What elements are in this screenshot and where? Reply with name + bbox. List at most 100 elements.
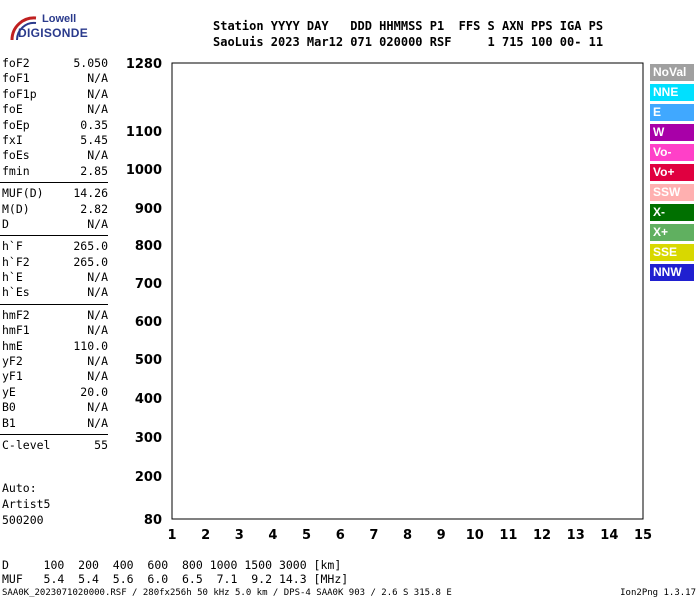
param-row: yF1 N/A <box>0 369 112 384</box>
station-header: Station YYYY DAY DDD HHMMSS P1 FFS S AXN… <box>213 18 603 50</box>
x-tick-label: 9 <box>437 528 446 543</box>
header-line-1: Station YYYY DAY DDD HHMMSS P1 FFS S AXN… <box>213 19 604 33</box>
param-value: 5.050 <box>73 56 108 70</box>
x-tick-label: 5 <box>302 528 311 543</box>
y-tick-label: 600 <box>135 315 162 330</box>
param-key: h`F2 <box>2 254 30 269</box>
param-key: foF2 <box>2 56 30 70</box>
param-row: foEp 0.35 <box>0 118 112 133</box>
param-value: N/A <box>87 400 108 415</box>
param-key: foEp <box>2 117 30 132</box>
param-value: 20.0 <box>80 384 108 399</box>
param-value: 5.45 <box>80 132 108 147</box>
param-row: h`Es N/A <box>0 285 112 300</box>
param-separator <box>0 232 108 237</box>
param-row: M(D) 2.82 <box>0 202 112 217</box>
param-row: B0 N/A <box>0 400 112 415</box>
param-value: N/A <box>87 323 108 338</box>
y-tick-label: 1280 <box>126 57 162 72</box>
x-tick-label: 2 <box>201 528 210 543</box>
param-value: 110.0 <box>73 338 108 353</box>
param-key: foEs <box>2 148 30 163</box>
x-tick-label: 3 <box>235 528 244 543</box>
y-tick-label: 500 <box>135 353 162 368</box>
muf-row: MUF 5.4 5.4 5.6 6.0 6.5 7.1 9.2 14.3 [MH… <box>2 572 349 586</box>
x-tick-label: 13 <box>567 528 585 543</box>
distance-row: D 100 200 400 600 800 1000 1500 3000 [km… <box>2 558 342 572</box>
logo-arc-icon <box>10 16 37 41</box>
param-row: yF2 N/A <box>0 354 112 369</box>
y-tick-label: 800 <box>135 239 162 254</box>
param-value: N/A <box>87 148 108 163</box>
legend-item: X- <box>650 204 694 221</box>
x-tick-label: 14 <box>600 528 618 543</box>
x-tick-label: 7 <box>369 528 378 543</box>
param-row: MUF(D) 14.26 <box>0 186 112 201</box>
x-tick-label: 10 <box>466 528 484 543</box>
param-row: yE 20.0 <box>0 385 112 400</box>
param-row: h`E N/A <box>0 270 112 285</box>
param-key: C-level <box>2 437 51 452</box>
param-key: MUF(D) <box>2 186 44 201</box>
legend-item: E <box>650 104 694 121</box>
param-key: hmF2 <box>2 307 30 322</box>
param-row: foF1p N/A <box>0 87 112 102</box>
param-row: h`F 265.0 <box>0 239 112 254</box>
legend-item: W <box>650 124 694 141</box>
param-row: foF2 5.050 <box>0 56 112 71</box>
param-value: N/A <box>87 102 108 117</box>
x-tick-label: 8 <box>403 528 412 543</box>
x-tick-label: 1 <box>167 528 176 543</box>
y-tick-label: 80 <box>144 513 162 528</box>
param-value: N/A <box>87 86 108 101</box>
legend-item: SSE <box>650 244 694 261</box>
param-key: h`F <box>2 239 23 254</box>
legend-item: SSW <box>650 184 694 201</box>
param-value: 55 <box>94 437 108 452</box>
param-row: hmF1 N/A <box>0 323 112 338</box>
param-row: hmE 110.0 <box>0 339 112 354</box>
param-key: foF1 <box>2 71 30 86</box>
x-tick-label: 6 <box>336 528 345 543</box>
param-separator <box>0 301 108 305</box>
param-row: B1 N/A <box>0 416 112 431</box>
legend-item: Vo+ <box>650 164 694 181</box>
distance-muf-table: D 100 200 400 600 800 1000 1500 3000 [km… <box>2 558 348 586</box>
logo-line2: DIGISONDE <box>18 26 89 40</box>
x-tick-label: 11 <box>499 528 517 543</box>
y-tick-label: 700 <box>135 277 162 292</box>
chart-axes: 1 2 3 4 5 6 7 8 9 10 11 12 13 14 158020030040050060070… <box>126 57 652 543</box>
param-row: hmF2 N/A <box>0 308 112 323</box>
param-value: 265.0 <box>73 239 108 254</box>
param-row: C-level 55 <box>0 438 112 453</box>
param-value: N/A <box>87 270 108 285</box>
param-value: 265.0 <box>73 254 108 269</box>
param-value: N/A <box>87 415 108 430</box>
param-value: N/A <box>87 285 108 300</box>
x-tick-label: 12 <box>533 528 551 543</box>
param-separator <box>0 431 108 435</box>
param-row: foF1 N/A <box>0 71 112 86</box>
polarization-legend: NoVal NNE E W Vo- Vo+ SSW X- X+ SSE NNW <box>650 64 694 284</box>
digisonde-logo: Lowell DIGISONDE <box>4 6 104 48</box>
file-info-footer: SAA0K_2023071020000.RSF / 280fx256h 50 k… <box>2 588 452 598</box>
plot-frame <box>171 62 644 520</box>
logo-line1: Lowell <box>42 13 77 25</box>
x-tick-label: 15 <box>634 528 652 543</box>
param-key: hmF1 <box>2 323 30 338</box>
legend-item: X+ <box>650 224 694 241</box>
param-row: h`F2 265.0 <box>0 255 112 270</box>
y-tick-label: 400 <box>135 392 162 407</box>
param-value: N/A <box>87 216 108 231</box>
param-separator <box>0 179 108 184</box>
scaled-parameters-panel: foF2 5.050 foF1 N/A foF1p N/A foE N/A foEp 0.35 fx… <box>0 56 112 453</box>
auto-label: Auto: <box>2 481 37 495</box>
param-key: yF2 <box>2 354 23 369</box>
param-key: fxI <box>2 132 23 147</box>
param-key: M(D) <box>2 201 30 216</box>
param-value: 2.85 <box>80 163 108 178</box>
legend-item: NNW <box>650 264 694 281</box>
param-value: 14.26 <box>73 186 108 201</box>
y-tick-label: 1100 <box>126 125 162 140</box>
